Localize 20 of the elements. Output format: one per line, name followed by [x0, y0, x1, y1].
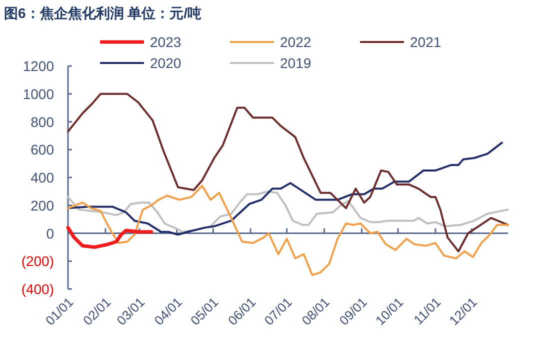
legend-label: 2023	[150, 34, 182, 50]
legend-label: 2020	[150, 55, 182, 71]
y-tick-label: (400)	[21, 281, 54, 297]
line-series	[66, 226, 154, 249]
line-series	[67, 190, 509, 233]
y-tick-label: 800	[30, 114, 54, 130]
line-series	[67, 184, 509, 276]
line-series	[67, 92, 509, 252]
chart-title: 图6：焦企焦化利润 单位：元/吨	[4, 5, 202, 21]
y-tick-label: 200	[30, 197, 54, 214]
y-tick-label: 1000	[22, 86, 54, 102]
legend-label: 2022	[280, 34, 312, 50]
y-tick-label: (200)	[21, 253, 54, 270]
y-tick-label: 1200	[22, 58, 54, 74]
y-tick-label: 600	[30, 142, 54, 158]
line-series	[67, 142, 503, 236]
y-tick-label: 400	[30, 170, 54, 186]
legend-label: 2019	[280, 55, 312, 71]
y-tick-label: 0	[46, 225, 54, 242]
legend-label: 2021	[410, 34, 442, 50]
